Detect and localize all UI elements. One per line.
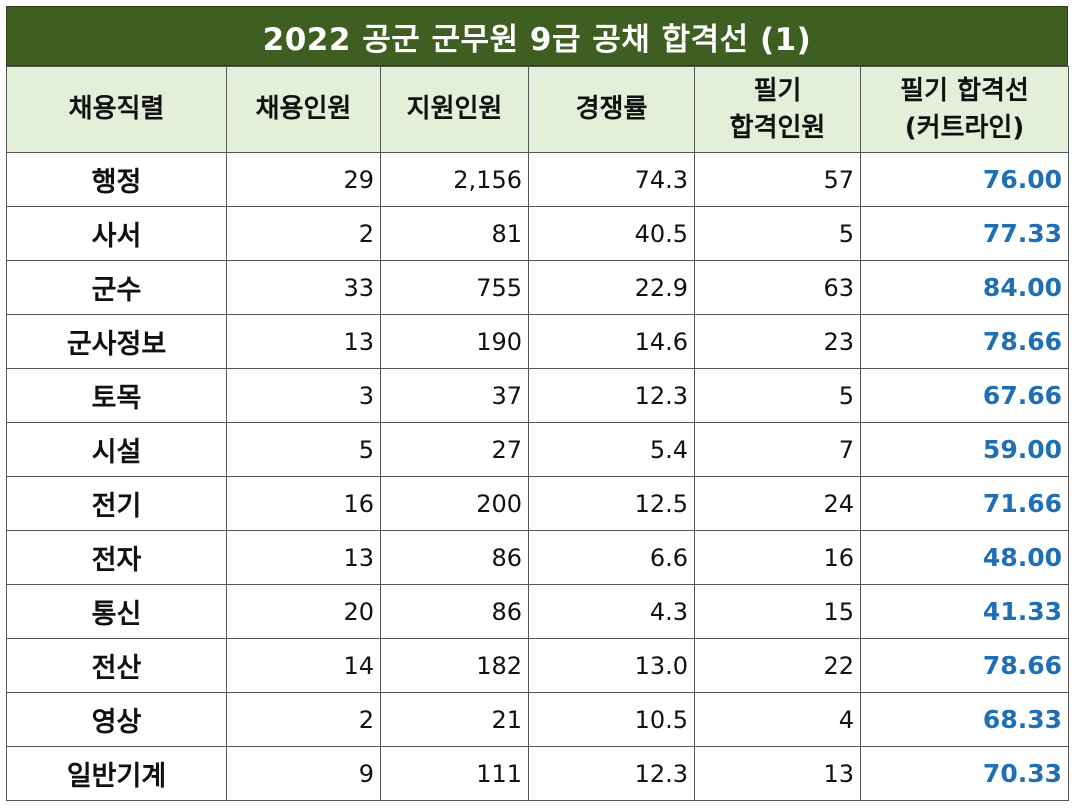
table-row: 시설 5 27 5.4 7 59.00 bbox=[6, 422, 1069, 477]
table-row: 통신 20 86 4.3 15 41.33 bbox=[6, 584, 1069, 639]
cell-category: 전기 bbox=[6, 476, 227, 531]
table-row: 전산 14 182 13.0 22 78.66 bbox=[6, 638, 1069, 693]
cell-applicants: 182 bbox=[380, 638, 529, 693]
cell-ratio: 22.9 bbox=[528, 260, 695, 315]
header-category: 채용직렬 bbox=[6, 66, 227, 153]
cell-ratio: 10.5 bbox=[528, 692, 695, 747]
cell-category: 전산 bbox=[6, 638, 227, 693]
header-hires: 채용인원 bbox=[226, 66, 381, 153]
cell-written-pass: 63 bbox=[694, 260, 861, 315]
cell-ratio: 12.3 bbox=[528, 368, 695, 423]
cell-ratio: 13.0 bbox=[528, 638, 695, 693]
cell-applicants: 755 bbox=[380, 260, 529, 315]
cell-written-pass: 57 bbox=[694, 152, 861, 207]
cell-ratio: 14.6 bbox=[528, 314, 695, 369]
cell-category: 군사정보 bbox=[6, 314, 227, 369]
header-row: 채용직렬 채용인원 지원인원 경쟁률 필기 합격인원 필기 합격선 (커트라인) bbox=[6, 66, 1069, 153]
cell-category: 토목 bbox=[6, 368, 227, 423]
header-ratio: 경쟁률 bbox=[528, 66, 695, 153]
cell-category: 사서 bbox=[6, 206, 227, 261]
cell-category: 행정 bbox=[6, 152, 227, 207]
cell-written-pass: 13 bbox=[694, 746, 861, 801]
cell-ratio: 12.5 bbox=[528, 476, 695, 531]
cell-cutline: 67.66 bbox=[860, 368, 1069, 423]
cell-cutline: 76.00 bbox=[860, 152, 1069, 207]
cell-hires: 13 bbox=[226, 314, 381, 369]
table-row: 군사정보 13 190 14.6 23 78.66 bbox=[6, 314, 1069, 369]
cell-applicants: 21 bbox=[380, 692, 529, 747]
cell-cutline: 41.33 bbox=[860, 584, 1069, 639]
cell-category: 시설 bbox=[6, 422, 227, 477]
cell-written-pass: 7 bbox=[694, 422, 861, 477]
cell-applicants: 81 bbox=[380, 206, 529, 261]
cell-applicants: 111 bbox=[380, 746, 529, 801]
cell-hires: 29 bbox=[226, 152, 381, 207]
cell-category: 전자 bbox=[6, 530, 227, 585]
cell-written-pass: 5 bbox=[694, 206, 861, 261]
cell-hires: 9 bbox=[226, 746, 381, 801]
header-written-pass: 필기 합격인원 bbox=[694, 66, 861, 153]
cell-hires: 16 bbox=[226, 476, 381, 531]
cell-written-pass: 4 bbox=[694, 692, 861, 747]
cell-cutline: 77.33 bbox=[860, 206, 1069, 261]
cell-written-pass: 16 bbox=[694, 530, 861, 585]
cell-written-pass: 24 bbox=[694, 476, 861, 531]
header-written-cut-line2: (커트라인) bbox=[904, 112, 1025, 143]
table-row: 행정 29 2,156 74.3 57 76.00 bbox=[6, 152, 1069, 207]
cell-category: 통신 bbox=[6, 584, 227, 639]
cell-hires: 2 bbox=[226, 206, 381, 261]
table-row: 군수 33 755 22.9 63 84.00 bbox=[6, 260, 1069, 315]
cell-category: 군수 bbox=[6, 260, 227, 315]
table-row: 사서 2 81 40.5 5 77.33 bbox=[6, 206, 1069, 261]
cell-ratio: 6.6 bbox=[528, 530, 695, 585]
cell-written-pass: 22 bbox=[694, 638, 861, 693]
cell-hires: 2 bbox=[226, 692, 381, 747]
cell-applicants: 86 bbox=[380, 530, 529, 585]
cell-hires: 13 bbox=[226, 530, 381, 585]
cell-ratio: 5.4 bbox=[528, 422, 695, 477]
cell-ratio: 40.5 bbox=[528, 206, 695, 261]
table-row: 전기 16 200 12.5 24 71.66 bbox=[6, 476, 1069, 531]
cell-cutline: 59.00 bbox=[860, 422, 1069, 477]
cell-hires: 3 bbox=[226, 368, 381, 423]
cell-cutline: 78.66 bbox=[860, 314, 1069, 369]
cell-applicants: 190 bbox=[380, 314, 529, 369]
header-written-pass-line1: 필기 bbox=[753, 76, 802, 107]
results-table: 채용직렬 채용인원 지원인원 경쟁률 필기 합격인원 필기 합격선 (커트라인)… bbox=[6, 66, 1069, 801]
cell-written-pass: 5 bbox=[694, 368, 861, 423]
cell-cutline: 71.66 bbox=[860, 476, 1069, 531]
cell-ratio: 74.3 bbox=[528, 152, 695, 207]
results-sheet: 2022 공군 군무원 9급 공채 합격선 (1) 채용직렬 채용인원 지원인원… bbox=[6, 6, 1069, 801]
cell-cutline: 78.66 bbox=[860, 638, 1069, 693]
table-row: 전자 13 86 6.6 16 48.00 bbox=[6, 530, 1069, 585]
cell-ratio: 12.3 bbox=[528, 746, 695, 801]
table-row: 일반기계 9 111 12.3 13 70.33 bbox=[6, 746, 1069, 801]
table-row: 영상 2 21 10.5 4 68.33 bbox=[6, 692, 1069, 747]
cell-hires: 5 bbox=[226, 422, 381, 477]
cell-category: 일반기계 bbox=[6, 746, 227, 801]
cell-applicants: 27 bbox=[380, 422, 529, 477]
cell-hires: 14 bbox=[226, 638, 381, 693]
cell-cutline: 70.33 bbox=[860, 746, 1069, 801]
header-written-cut-line1: 필기 합격선 bbox=[900, 76, 1029, 107]
cell-cutline: 48.00 bbox=[860, 530, 1069, 585]
cell-written-pass: 15 bbox=[694, 584, 861, 639]
cell-ratio: 4.3 bbox=[528, 584, 695, 639]
header-written-pass-line2: 합격인원 bbox=[729, 112, 826, 143]
cell-applicants: 86 bbox=[380, 584, 529, 639]
cell-cutline: 84.00 bbox=[860, 260, 1069, 315]
cell-applicants: 2,156 bbox=[380, 152, 529, 207]
cell-category: 영상 bbox=[6, 692, 227, 747]
cell-applicants: 200 bbox=[380, 476, 529, 531]
cell-cutline: 68.33 bbox=[860, 692, 1069, 747]
cell-applicants: 37 bbox=[380, 368, 529, 423]
table-body: 행정 29 2,156 74.3 57 76.00 사서 2 81 40.5 5 77.33 군수 33 7… bbox=[6, 152, 1069, 801]
cell-written-pass: 23 bbox=[694, 314, 861, 369]
cell-hires: 20 bbox=[226, 584, 381, 639]
header-written-cut: 필기 합격선 (커트라인) bbox=[860, 66, 1069, 153]
cell-hires: 33 bbox=[226, 260, 381, 315]
table-row: 토목 3 37 12.3 5 67.66 bbox=[6, 368, 1069, 423]
sheet-title: 2022 공군 군무원 9급 공채 합격선 (1) bbox=[6, 6, 1068, 66]
header-applicants: 지원인원 bbox=[380, 66, 529, 153]
